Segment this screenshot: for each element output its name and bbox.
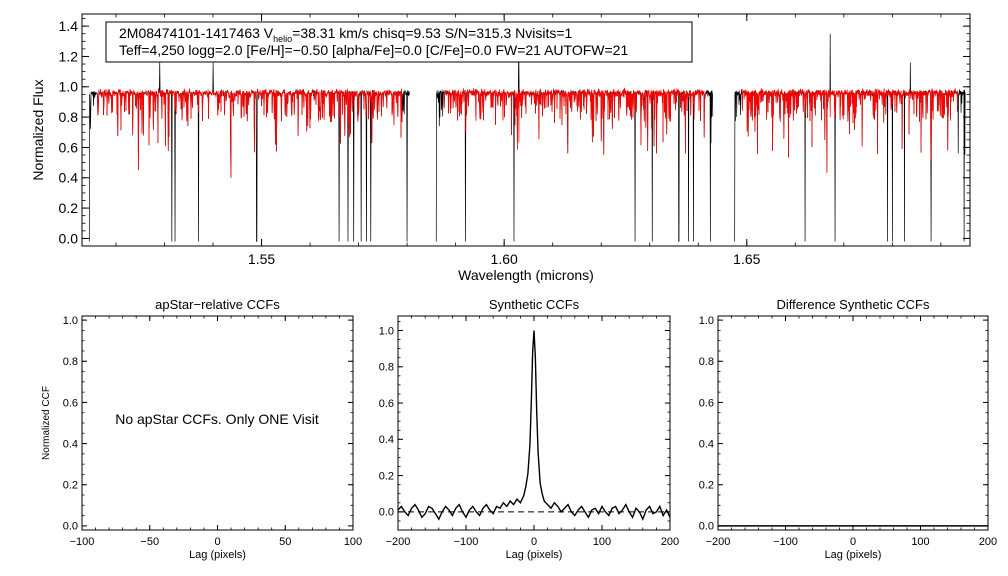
x-tick-label: 1.55 <box>248 251 275 267</box>
x-tick-label: −200 <box>706 536 731 548</box>
info-box <box>105 21 693 63</box>
synthetic-ccf-panel: −200 −100 0 100 200 0.0 0.2 0.4 0.6 0.8 1.0 Lag (pi… <box>379 297 679 561</box>
y-tick-label: 0.4 <box>59 170 79 186</box>
y-tick-label: 1.2 <box>59 48 79 64</box>
y-tick-label: 0.4 <box>63 438 78 450</box>
x-tick-label: 1.65 <box>733 251 760 267</box>
info-star-id: 2M08474101-1417463 V <box>119 25 274 41</box>
panel-title: Synthetic CCFs <box>489 297 580 312</box>
apstar-ccf-panel: −100 −50 0 50 100 0.0 0.2 0.4 0.6 0.8 1.0 Lag (pixe… <box>41 297 362 561</box>
y-tick-label: 0.0 <box>59 230 79 246</box>
info-line-2: Teff=4,250 logg=2.0 [Fe/H]=−0.50 [alpha/… <box>119 42 628 58</box>
x-tick-label: 0 <box>214 536 220 548</box>
y-tick-label: 0.8 <box>63 356 78 368</box>
x-tick-label: −50 <box>140 536 159 548</box>
y-tick-label: 1.0 <box>699 315 714 327</box>
y-tick-label: 0.4 <box>379 434 394 446</box>
y-tick-label: 0.0 <box>63 521 78 533</box>
y-tick-label: 1.4 <box>59 18 79 34</box>
x-tick-label: −100 <box>454 536 479 548</box>
x-tick-label: −100 <box>70 536 95 548</box>
panel-title: Difference Synthetic CCFs <box>777 297 930 312</box>
y-tick-label: 0.6 <box>63 397 78 409</box>
y-tick-label: 0.2 <box>63 480 78 492</box>
x-tick-label: 200 <box>979 536 997 548</box>
info-subscript: helio <box>273 34 292 44</box>
x-tick-label: 100 <box>911 536 929 548</box>
plot-frame <box>81 13 971 247</box>
y-tick-label: 0.0 <box>379 507 394 519</box>
x-axis-label: Lag (pixels) <box>189 549 246 561</box>
y-tick-label: 0.6 <box>379 398 394 410</box>
x-axis-label: Lag (pixels) <box>506 549 563 561</box>
model-spectrum-line <box>96 87 959 179</box>
no-ccf-annotation: No apStar CCFs. Only ONE Visit <box>115 411 319 427</box>
y-tick-label: 0.8 <box>699 356 714 368</box>
y-tick-label: 0.4 <box>699 438 714 450</box>
y-tick-label: 0.2 <box>699 480 714 492</box>
x-tick-label: 1.60 <box>491 251 518 267</box>
y-tick-label: 0.0 <box>699 521 714 533</box>
y-axis-label: Normalized CCF <box>41 386 52 460</box>
spectrum-panel: 1.55 1.60 1.65 0.0 0.2 0.4 0.6 0.8 1.0 1.2 1.4 Wave… <box>30 13 971 283</box>
x-tick-label: 0 <box>850 536 856 548</box>
x-axis-label: Wavelength (microns) <box>458 267 594 283</box>
y-tick-label: 0.8 <box>59 109 79 125</box>
info-line-1: 2M08474101-1417463 Vhelio=38.31 km/s chi… <box>119 25 573 44</box>
y-tick-label: 0.2 <box>59 200 79 216</box>
y-tick-label: 0.6 <box>699 397 714 409</box>
difference-ccf-panel: −200 −100 0 100 200 0.0 0.2 0.4 0.6 0.8 1.0 Lag (pi… <box>699 297 997 561</box>
x-tick-label: 100 <box>593 536 611 548</box>
x-tick-label: −200 <box>386 536 411 548</box>
y-tick-label: 1.0 <box>379 325 394 337</box>
x-tick-label: −100 <box>773 536 798 548</box>
x-axis-label: Lag (pixels) <box>825 549 882 561</box>
x-tick-label: 0 <box>531 536 537 548</box>
y-tick-label: 0.8 <box>379 362 394 374</box>
x-tick-label: 100 <box>344 536 362 548</box>
synthetic-ccf-line <box>397 330 671 521</box>
y-tick-label: 1.0 <box>63 315 78 327</box>
y-tick-label: 1.0 <box>59 79 79 95</box>
y-tick-label: 0.2 <box>379 470 394 482</box>
panel-title: apStar−relative CCFs <box>155 297 280 312</box>
y-axis-label: Normalized Flux <box>30 79 46 180</box>
x-tick-label: 50 <box>279 536 291 548</box>
x-tick-label: 200 <box>661 536 679 548</box>
y-tick-label: 0.6 <box>59 139 79 155</box>
info-params: =38.31 km/s chisq=9.53 S/N=315.3 Nvisits… <box>292 25 572 41</box>
